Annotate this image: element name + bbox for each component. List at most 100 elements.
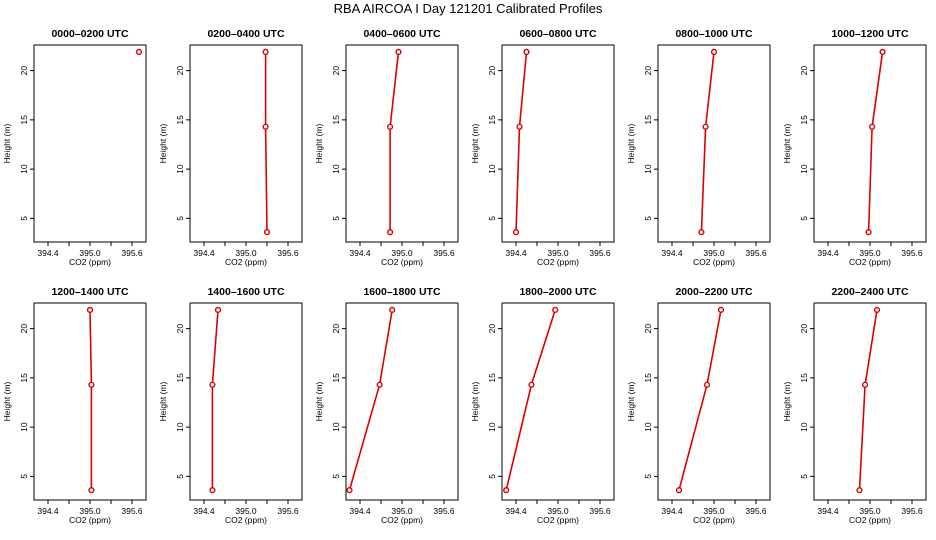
x-tick-label: 395.6: [901, 506, 923, 516]
y-tick-label: 10: [799, 422, 809, 432]
y-tick-label: 15: [331, 373, 341, 383]
x-tick-label: 395.0: [391, 248, 413, 258]
panel-title: 1800–2000 UTC: [519, 286, 596, 298]
x-tick-label: 395.6: [745, 506, 767, 516]
plot-frame: [345, 44, 459, 243]
panel-title: 2200–2400 UTC: [831, 286, 908, 298]
data-point: [263, 229, 271, 236]
x-tick-label: 395.6: [745, 248, 767, 258]
x-tick-label: 395.0: [79, 506, 101, 516]
y-tick-label: 5: [643, 216, 653, 221]
x-tick-label: 395.6: [433, 248, 455, 258]
y-tick-label: 5: [175, 474, 185, 479]
y-axis-label: Height (m): [782, 382, 792, 422]
y-tick-label: 10: [19, 422, 29, 432]
y-tick-label: 5: [19, 216, 29, 221]
x-tick-label: 395.0: [703, 506, 725, 516]
plot-frame: [189, 302, 303, 501]
y-tick-label: 20: [643, 66, 653, 76]
y-tick-label: 20: [19, 324, 29, 334]
x-tick-label: 394.4: [505, 248, 527, 258]
y-tick-label: 5: [19, 474, 29, 479]
x-axis-label: CO2 (ppm): [537, 257, 579, 267]
data-point: [868, 123, 876, 130]
x-axis-label: CO2 (ppm): [693, 257, 735, 267]
y-tick-label: 5: [643, 474, 653, 479]
data-point: [675, 487, 683, 494]
panel-title: 0600–0800 UTC: [519, 28, 596, 40]
x-tick-label: 394.4: [349, 506, 371, 516]
x-tick-label: 394.4: [817, 248, 839, 258]
data-point: [879, 48, 886, 55]
data-point: [209, 381, 216, 388]
profile-line: [89, 309, 93, 491]
y-tick-label: 10: [643, 422, 653, 432]
data-point: [516, 123, 523, 130]
data-point: [528, 381, 535, 388]
x-axis-label: CO2 (ppm): [225, 257, 267, 267]
data-point: [503, 487, 510, 494]
x-tick-label: 394.4: [661, 248, 683, 258]
y-tick-label: 10: [487, 422, 497, 432]
y-tick-label: 5: [487, 216, 497, 221]
x-axis-label: CO2 (ppm): [381, 257, 423, 267]
y-tick-label: 10: [19, 164, 29, 174]
profile-line: [264, 51, 268, 233]
plot-frame: [33, 44, 147, 243]
x-tick-label: 395.0: [547, 506, 569, 516]
y-tick-label: 5: [487, 474, 497, 479]
y-tick-label: 15: [487, 373, 497, 383]
x-axis-label: CO2 (ppm): [381, 515, 423, 525]
data-point: [523, 48, 530, 55]
data-point: [702, 123, 709, 130]
panel-title: 0800–1000 UTC: [675, 28, 752, 40]
y-axis-label: Height (m): [626, 124, 636, 164]
figure-title: RBA AIRCOA I Day 121201 Calibrated Profi…: [333, 1, 603, 16]
data-point: [346, 487, 353, 494]
plot-frame: [657, 302, 771, 501]
y-tick-label: 20: [799, 324, 809, 334]
panel-title: 0000–0200 UTC: [51, 28, 128, 40]
data-point: [262, 123, 269, 130]
x-tick-label: 395.0: [79, 248, 101, 258]
data-point: [88, 381, 95, 388]
panel-title: 0200–0400 UTC: [207, 28, 284, 40]
x-axis-label: CO2 (ppm): [693, 515, 735, 525]
profile-line: [678, 309, 722, 491]
data-point: [865, 229, 872, 236]
x-axis-label: CO2 (ppm): [69, 257, 111, 267]
data-point: [710, 48, 718, 55]
y-tick-label: 10: [487, 164, 497, 174]
y-tick-label: 20: [175, 324, 185, 334]
x-tick-label: 395.0: [235, 248, 257, 258]
y-tick-label: 20: [487, 66, 497, 76]
profile-line: [867, 51, 884, 233]
y-tick-label: 10: [643, 164, 653, 174]
data-point: [209, 487, 216, 494]
panel-title: 1600–1800 UTC: [363, 286, 440, 298]
x-tick-label: 394.4: [505, 506, 527, 516]
data-point: [214, 306, 222, 313]
panel-title: 1400–1600 UTC: [207, 286, 284, 298]
data-point: [376, 381, 383, 388]
x-tick-label: 395.0: [859, 506, 881, 516]
y-tick-label: 5: [331, 216, 341, 221]
y-tick-label: 15: [331, 115, 341, 125]
data-point: [262, 48, 269, 55]
y-tick-label: 10: [175, 164, 185, 174]
x-axis-label: CO2 (ppm): [849, 257, 891, 267]
y-axis-label: Height (m): [314, 382, 324, 422]
y-tick-label: 20: [799, 66, 809, 76]
y-axis-label: Height (m): [470, 382, 480, 422]
y-axis-label: Height (m): [626, 382, 636, 422]
y-axis-label: Height (m): [782, 124, 792, 164]
y-axis-label: Height (m): [2, 124, 12, 164]
y-tick-label: 15: [799, 373, 809, 383]
x-tick-label: 395.0: [859, 248, 881, 258]
y-tick-label: 5: [331, 474, 341, 479]
profile-line: [700, 51, 715, 233]
data-point: [703, 381, 711, 388]
x-tick-label: 395.6: [589, 506, 611, 516]
x-axis-label: CO2 (ppm): [69, 515, 111, 525]
y-tick-label: 15: [643, 115, 653, 125]
